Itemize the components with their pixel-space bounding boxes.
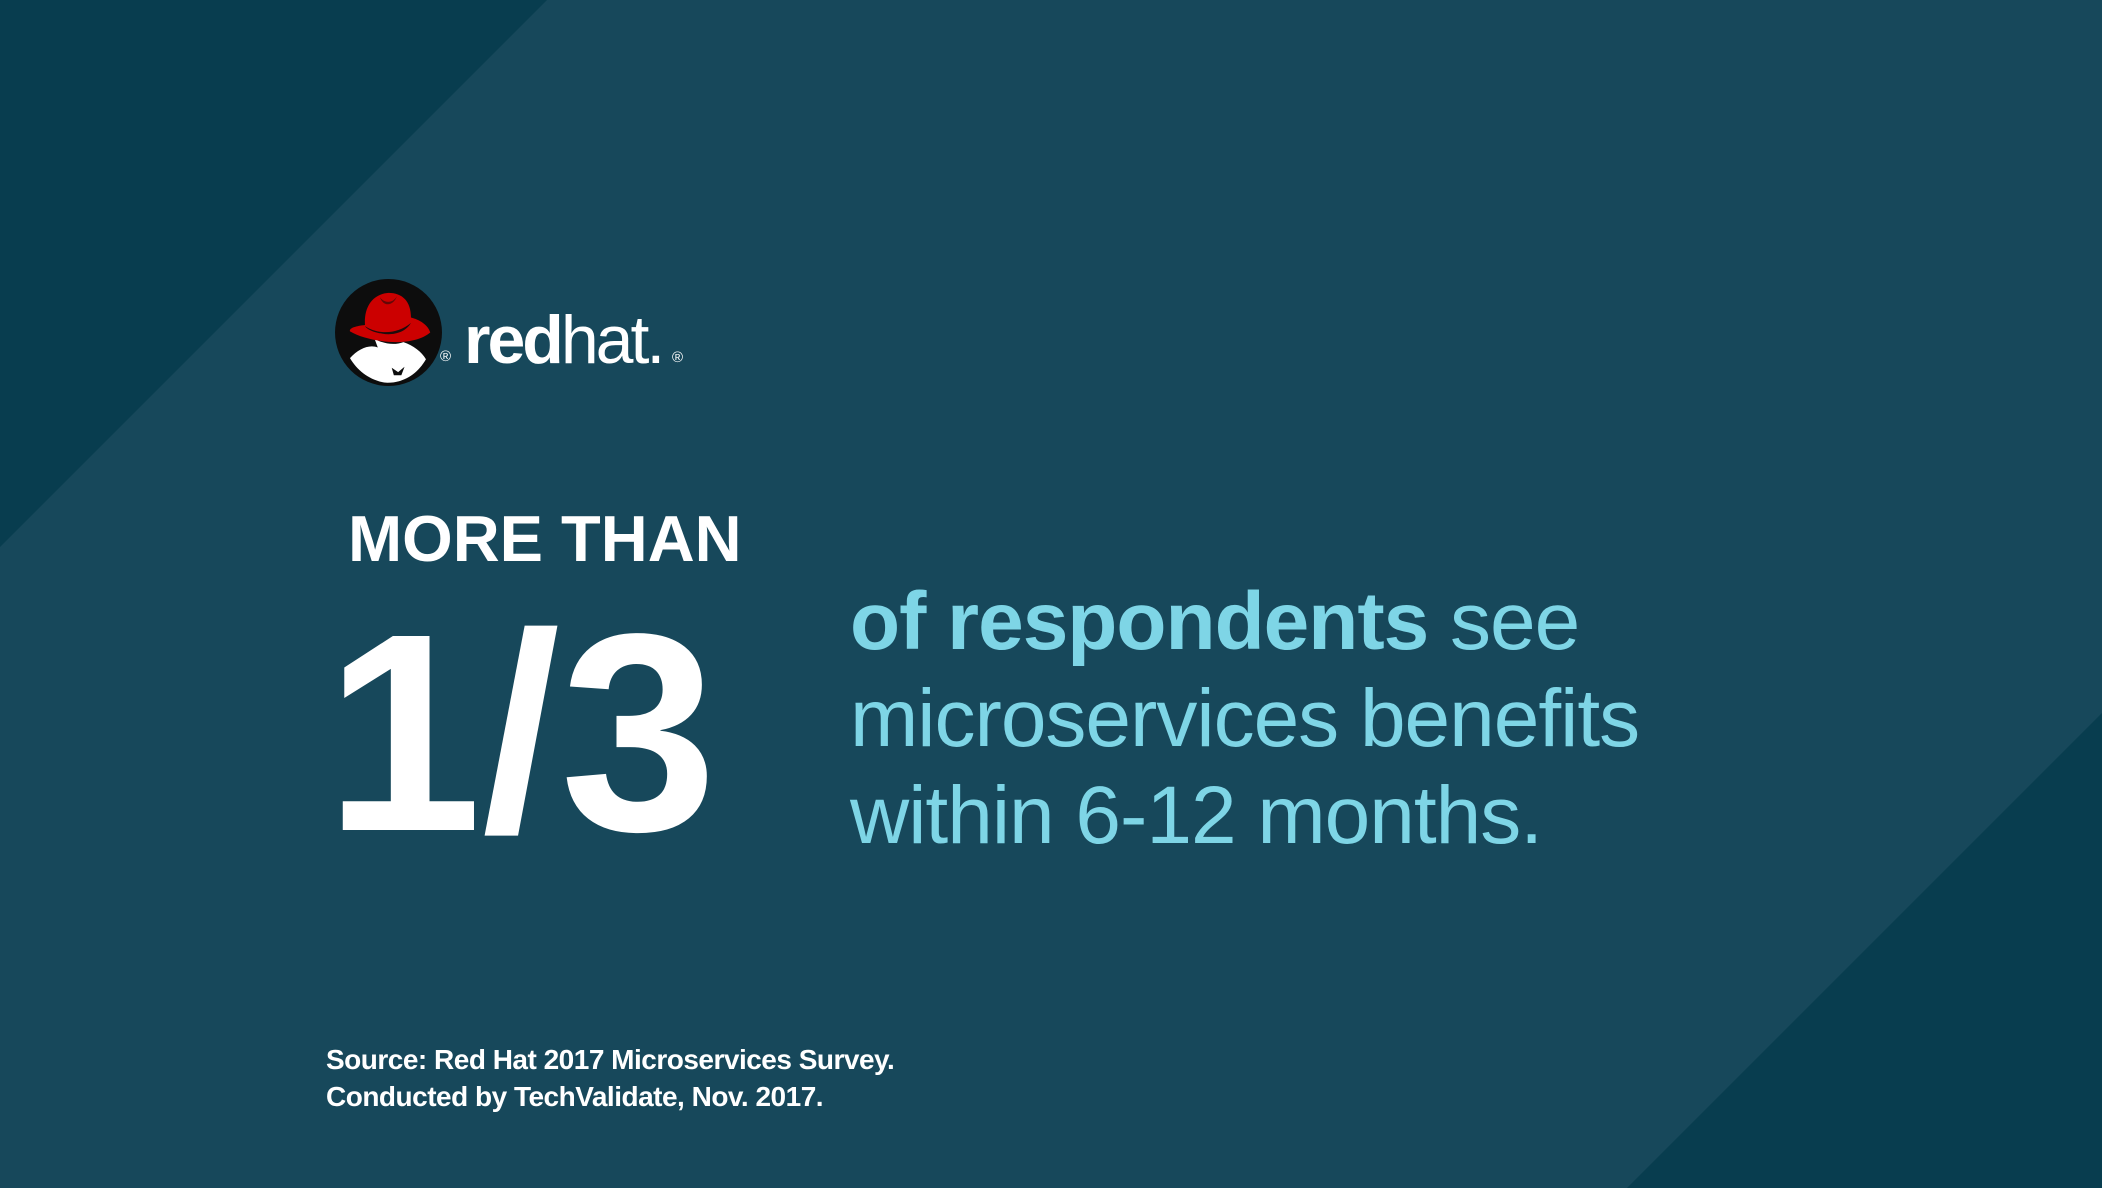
headline-kicker: MORE THAN (348, 502, 742, 575)
registered-trademark-mark: ® (672, 349, 684, 366)
wordmark-hat: hat. (560, 302, 665, 378)
source-note: Source: Red Hat 2017 Microservices Surve… (326, 1041, 895, 1115)
source-line2: Conducted by TechValidate, Nov. 2017. (326, 1081, 824, 1112)
statement-line2: microservices benefits (850, 673, 1640, 764)
wordmark-red: red (464, 302, 564, 378)
headline-fraction: 1/3 (325, 575, 718, 890)
redhat-wordmark: redhat. (464, 306, 665, 374)
statement-bold-phrase: of respondents (850, 576, 1429, 667)
statement-line1-rest: see (1428, 576, 1580, 667)
statement-line3: within 6-12 months. (850, 770, 1543, 861)
redhat-shadowman-icon (335, 279, 442, 386)
registered-trademark-mark: ® (440, 348, 452, 365)
statistic-statement: of respondents see microservices benefit… (850, 573, 1640, 864)
source-line1: Source: Red Hat 2017 Microservices Surve… (326, 1044, 895, 1075)
